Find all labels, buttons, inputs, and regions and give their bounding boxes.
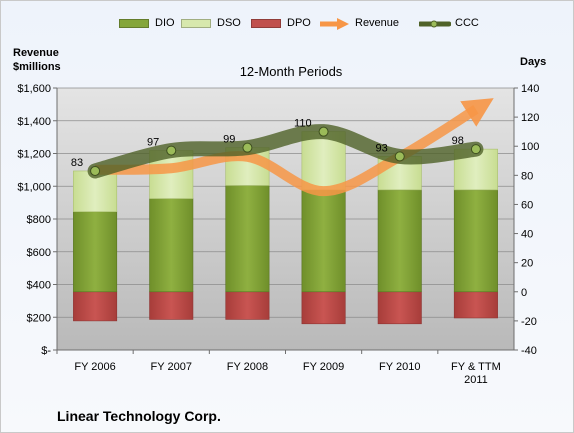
left-axis-title-line1: Revenue — [13, 47, 59, 59]
ccc-point — [90, 165, 101, 176]
bar-dpo — [73, 291, 118, 322]
right-tick-label: 80 — [521, 170, 533, 182]
right-tick-label: 100 — [521, 141, 539, 153]
legend-swatch-dio — [119, 19, 149, 28]
legend-label-dio: DIO — [155, 17, 175, 29]
legend-label-dpo: DPO — [287, 17, 311, 29]
right-tick-label: 140 — [521, 83, 539, 95]
legend-swatch-dpo — [251, 19, 281, 28]
left-axis-title-line2: $millions — [13, 61, 61, 73]
ccc-point — [394, 151, 405, 162]
company-name: Linear Technology Corp. — [57, 408, 221, 424]
bar-dio — [225, 185, 270, 293]
right-tick-label: -40 — [521, 345, 537, 357]
ccc-data-label: 97 — [147, 137, 159, 149]
ccc-point — [470, 144, 481, 155]
bar-dio — [301, 189, 346, 293]
ccc-data-label: 83 — [71, 157, 83, 169]
x-tick-label: FY 2009 — [303, 361, 344, 373]
right-tick-label: 20 — [521, 258, 533, 270]
left-axis-title: Revenue $millions — [13, 46, 61, 74]
left-tick-label: $- — [41, 345, 51, 357]
x-tick-label: FY 2010 — [379, 361, 420, 373]
left-tick-label: $600 — [27, 247, 51, 259]
bar-dio — [73, 211, 118, 293]
bar-dpo — [225, 291, 270, 320]
bar-dpo — [453, 291, 498, 319]
left-tick-label: $800 — [27, 214, 51, 226]
ccc-point — [318, 126, 329, 137]
bar-dpo — [149, 291, 194, 320]
left-tick-label: $1,200 — [17, 149, 51, 161]
bar-dpo — [377, 291, 422, 325]
ccc-data-label: 99 — [223, 134, 235, 146]
right-tick-label: 0 — [521, 287, 527, 299]
x-tick-label: FY 2007 — [151, 361, 192, 373]
ccc-data-label: 110 — [294, 118, 312, 130]
bar-dio — [377, 189, 422, 293]
ccc-line — [87, 124, 484, 179]
right-tick-label: 60 — [521, 199, 533, 211]
legend-ccc-line-icon — [419, 20, 451, 28]
right-tick-label: -20 — [521, 316, 537, 328]
ccc-data-label: 93 — [376, 142, 388, 154]
left-tick-label: $1,400 — [17, 116, 51, 128]
legend-label-dso: DSO — [217, 17, 241, 29]
left-tick-label: $1,600 — [17, 83, 51, 95]
left-tick-label: $200 — [27, 312, 51, 324]
bar-dio — [149, 198, 194, 293]
legend-swatch-dso — [181, 19, 211, 28]
bar-dpo — [301, 291, 346, 325]
x-tick-label: FY 2006 — [74, 361, 115, 373]
chart-title: 12-Month Periods — [239, 64, 343, 79]
legend-arrow-icon — [320, 18, 349, 30]
right-axis-title: Days — [520, 56, 547, 68]
ccc-data-label: 98 — [452, 135, 464, 147]
ccc-point — [242, 142, 253, 153]
x-tick-label: FY 2008 — [227, 361, 268, 373]
bar-dio — [453, 189, 498, 293]
ccc-point — [166, 145, 177, 156]
right-tick-label: 120 — [521, 112, 539, 124]
x-tick-label: FY & TTM 2011 — [451, 361, 501, 386]
left-tick-label: $1,000 — [17, 181, 51, 193]
legend-label-ccc: CCC — [455, 17, 479, 29]
left-tick-label: $400 — [27, 280, 51, 292]
legend-label-revenue: Revenue — [355, 17, 400, 29]
right-tick-label: 40 — [521, 229, 533, 241]
